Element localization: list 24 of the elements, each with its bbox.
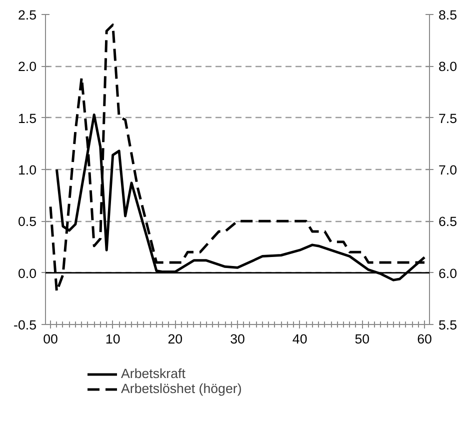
x-tick-label: 50 — [354, 332, 370, 346]
line-series — [49, 24, 426, 293]
x-tick-label: 20 — [168, 332, 183, 346]
y-tick-label: 2.5 — [18, 8, 37, 22]
y2-tick-label: 6.5 — [438, 214, 458, 230]
x-tick-label: 40 — [292, 332, 308, 346]
x-tick-label: 60 — [417, 332, 432, 346]
y2-tick-label: 8.5 — [438, 8, 458, 22]
y2-tick-label: 7.0 — [438, 162, 458, 178]
y2-tick-label: 8.0 — [438, 59, 458, 74]
y-tick-label: -0.5 — [14, 318, 36, 332]
x-tick-label: 30 — [230, 332, 245, 346]
y-tick-label: 0.0 — [18, 266, 37, 281]
y-tick-label: 0.5 — [18, 214, 37, 230]
x-tick-label: 10 — [105, 332, 120, 346]
legend-label: Arbetslöshet (höger) — [121, 381, 242, 396]
y-tick-label: 1.5 — [18, 110, 37, 126]
legend-label: Arbetskraft — [121, 366, 186, 381]
y2-tick-label: 5.5 — [438, 318, 458, 332]
y2-tick-label: 6.0 — [438, 266, 458, 281]
y-tick-label: 1.0 — [18, 162, 37, 178]
x-tick-label: 00 — [43, 332, 58, 346]
y-tick-label: 2.0 — [18, 59, 37, 74]
y2-tick-label: 7.5 — [438, 110, 458, 126]
